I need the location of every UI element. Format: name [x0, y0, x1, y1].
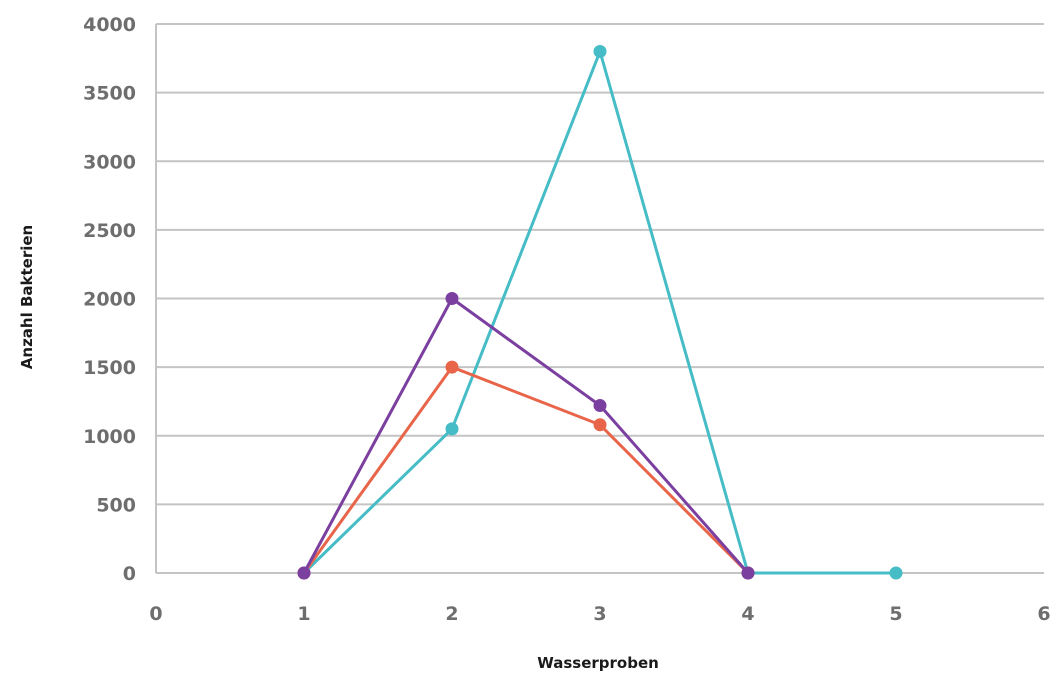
series-3	[297, 292, 755, 580]
x-axis-title: Wasserproben	[537, 654, 659, 672]
series-1-line	[302, 46, 896, 575]
y-tick-label: 3500	[83, 83, 136, 105]
x-tick-labels: 0 1 2 3 4 5 6	[149, 603, 1050, 625]
y-tick-label: 4000	[83, 14, 136, 36]
y-tick-label: 500	[96, 494, 136, 516]
x-tick-label: 5	[889, 603, 902, 625]
x-tick-label: 2	[445, 603, 458, 625]
y-axis-title: Anzahl Bakterien	[18, 225, 36, 369]
series-group	[297, 44, 903, 580]
grid	[156, 23, 1044, 574]
series-2-point	[593, 418, 607, 432]
series-2-point	[445, 360, 459, 374]
series-3-point	[741, 566, 755, 580]
y-tick-label: 3000	[83, 151, 136, 173]
series-2	[297, 360, 755, 580]
series-1-point	[593, 44, 607, 58]
series-3-point	[593, 399, 607, 413]
y-tick-label: 0	[123, 563, 136, 585]
series-3-line	[302, 296, 750, 574]
y-tick-label: 1500	[83, 357, 136, 379]
series-1	[297, 44, 903, 580]
series-3-point	[445, 292, 459, 305]
x-tick-label: 0	[149, 603, 162, 625]
y-tick-label: 2000	[83, 289, 136, 311]
x-tick-label: 6	[1037, 603, 1050, 625]
series-1-point	[889, 566, 903, 580]
x-tick-label: 1	[297, 603, 310, 625]
series-1-point	[445, 422, 459, 436]
y-tick-label: 1000	[83, 426, 136, 448]
y-tick-labels: 0 500 1000 1500 2000 2500 3000 3500 4000	[83, 14, 136, 585]
x-tick-label: 4	[741, 603, 754, 625]
x-tick-label: 3	[593, 603, 606, 625]
series-3-point	[297, 566, 311, 580]
series-2-line	[302, 365, 750, 575]
y-tick-label: 2500	[83, 220, 136, 242]
